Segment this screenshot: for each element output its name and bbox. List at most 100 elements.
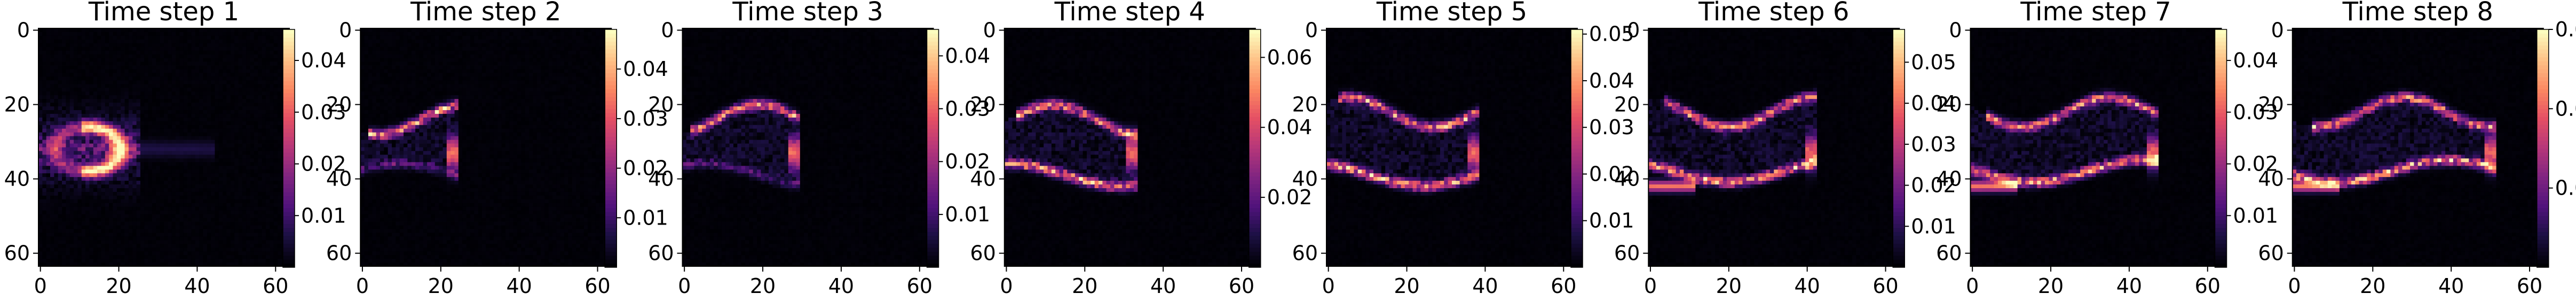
heatmap-cell [137,62,141,66]
heatmap-cell [46,88,51,91]
heatmap-cell [137,84,141,88]
heatmap-cell [144,43,148,47]
heatmap-cell [66,40,70,43]
heatmap-cell [191,76,195,80]
heatmap-cell [199,80,203,84]
heatmap-cell [82,55,86,58]
heatmap-cell [42,43,46,47]
heatmap-cell [270,84,274,88]
heatmap-cell [152,36,156,40]
heatmap-cell [50,84,54,88]
heatmap-cell [262,43,266,47]
heatmap-cell [105,36,109,40]
heatmap-cell [101,32,106,36]
heatmap-cell [231,76,235,80]
heatmap-cell [109,80,113,84]
heatmap-cell [54,76,58,80]
heatmap-cell [258,36,262,40]
heatmap-cell [152,88,156,91]
heatmap-cell [70,32,74,36]
heatmap-cell [168,58,172,62]
heatmap-cell [70,88,74,91]
heatmap-cell [164,40,168,43]
heatmap-cell [89,80,93,84]
heatmap-cell [50,76,54,80]
heatmap-cell [223,36,227,40]
heatmap-cell [62,69,66,73]
heatmap-cell [148,28,153,32]
heatmap-cell [179,55,184,58]
heatmap-cell [239,69,243,73]
heatmap-cell [254,73,258,76]
heatmap-cell [54,32,58,36]
heatmap-cell [109,47,113,51]
heatmap-cell [203,43,207,47]
heatmap-cell [82,28,86,32]
heatmap-cell [231,40,235,43]
heatmap-cell [211,32,215,36]
heatmap-cell [117,43,121,47]
heatmap-cell [42,32,46,36]
heatmap-cell [160,58,164,62]
heatmap-cell [152,76,156,80]
heatmap-cell [121,69,125,73]
heatmap-cell [231,69,235,73]
heatmap-cell [215,80,219,84]
heatmap-cell [274,62,278,66]
heatmap-cell [129,76,133,80]
heatmap-cell [168,40,172,43]
heatmap-cell [109,55,113,58]
heatmap-cell [77,36,82,40]
heatmap-cell [82,32,86,36]
heatmap-cell [239,58,243,62]
heatmap-cell [101,58,106,62]
heatmap-cell [172,58,176,62]
heatmap-cell [278,51,282,55]
heatmap-cell [242,43,247,47]
heatmap-cell [132,73,137,76]
heatmap-cell [262,62,266,66]
heatmap-cell [270,62,274,66]
heatmap-cell [117,76,121,80]
heatmap-cell [160,32,164,36]
heatmap-cell [97,36,101,40]
heatmap-cell [211,28,215,32]
heatmap-cell [156,69,160,73]
heatmap-cell [42,84,46,88]
heatmap-cell [172,84,176,88]
heatmap-cell [97,47,101,51]
heatmap-cell [125,55,129,58]
heatmap-cell [46,32,51,36]
heatmap-cell [160,55,164,58]
heatmap-cell [176,73,180,76]
heatmap-cell [250,51,255,55]
heatmap-cell [246,80,250,84]
heatmap-cell [77,47,82,51]
heatmap-cell [199,32,203,36]
heatmap-cell [70,43,74,47]
heatmap-cell [187,36,192,40]
heatmap-cell [97,88,101,91]
heatmap-cell [168,73,172,76]
heatmap-cell [234,62,239,66]
heatmap-cell [129,51,133,55]
heatmap-cell [93,73,98,76]
heatmap-cell [254,84,258,88]
heatmap-cell [179,32,184,36]
heatmap-cell [85,58,90,62]
heatmap-cell [117,66,121,70]
heatmap-cell [148,47,153,51]
heatmap-cell [274,66,278,70]
heatmap-cell [168,43,172,47]
heatmap-cell [148,62,153,66]
heatmap-cell [164,62,168,66]
heatmap-cell [125,51,129,55]
heatmap-cell [148,36,153,40]
heatmap-cell [156,84,160,88]
heatmap-cell [74,84,78,88]
heatmap-cell [223,28,227,32]
heatmap-cell [50,69,54,73]
heatmap-cell [82,36,86,40]
heatmap-cell [70,55,74,58]
heatmap-cell [168,32,172,36]
